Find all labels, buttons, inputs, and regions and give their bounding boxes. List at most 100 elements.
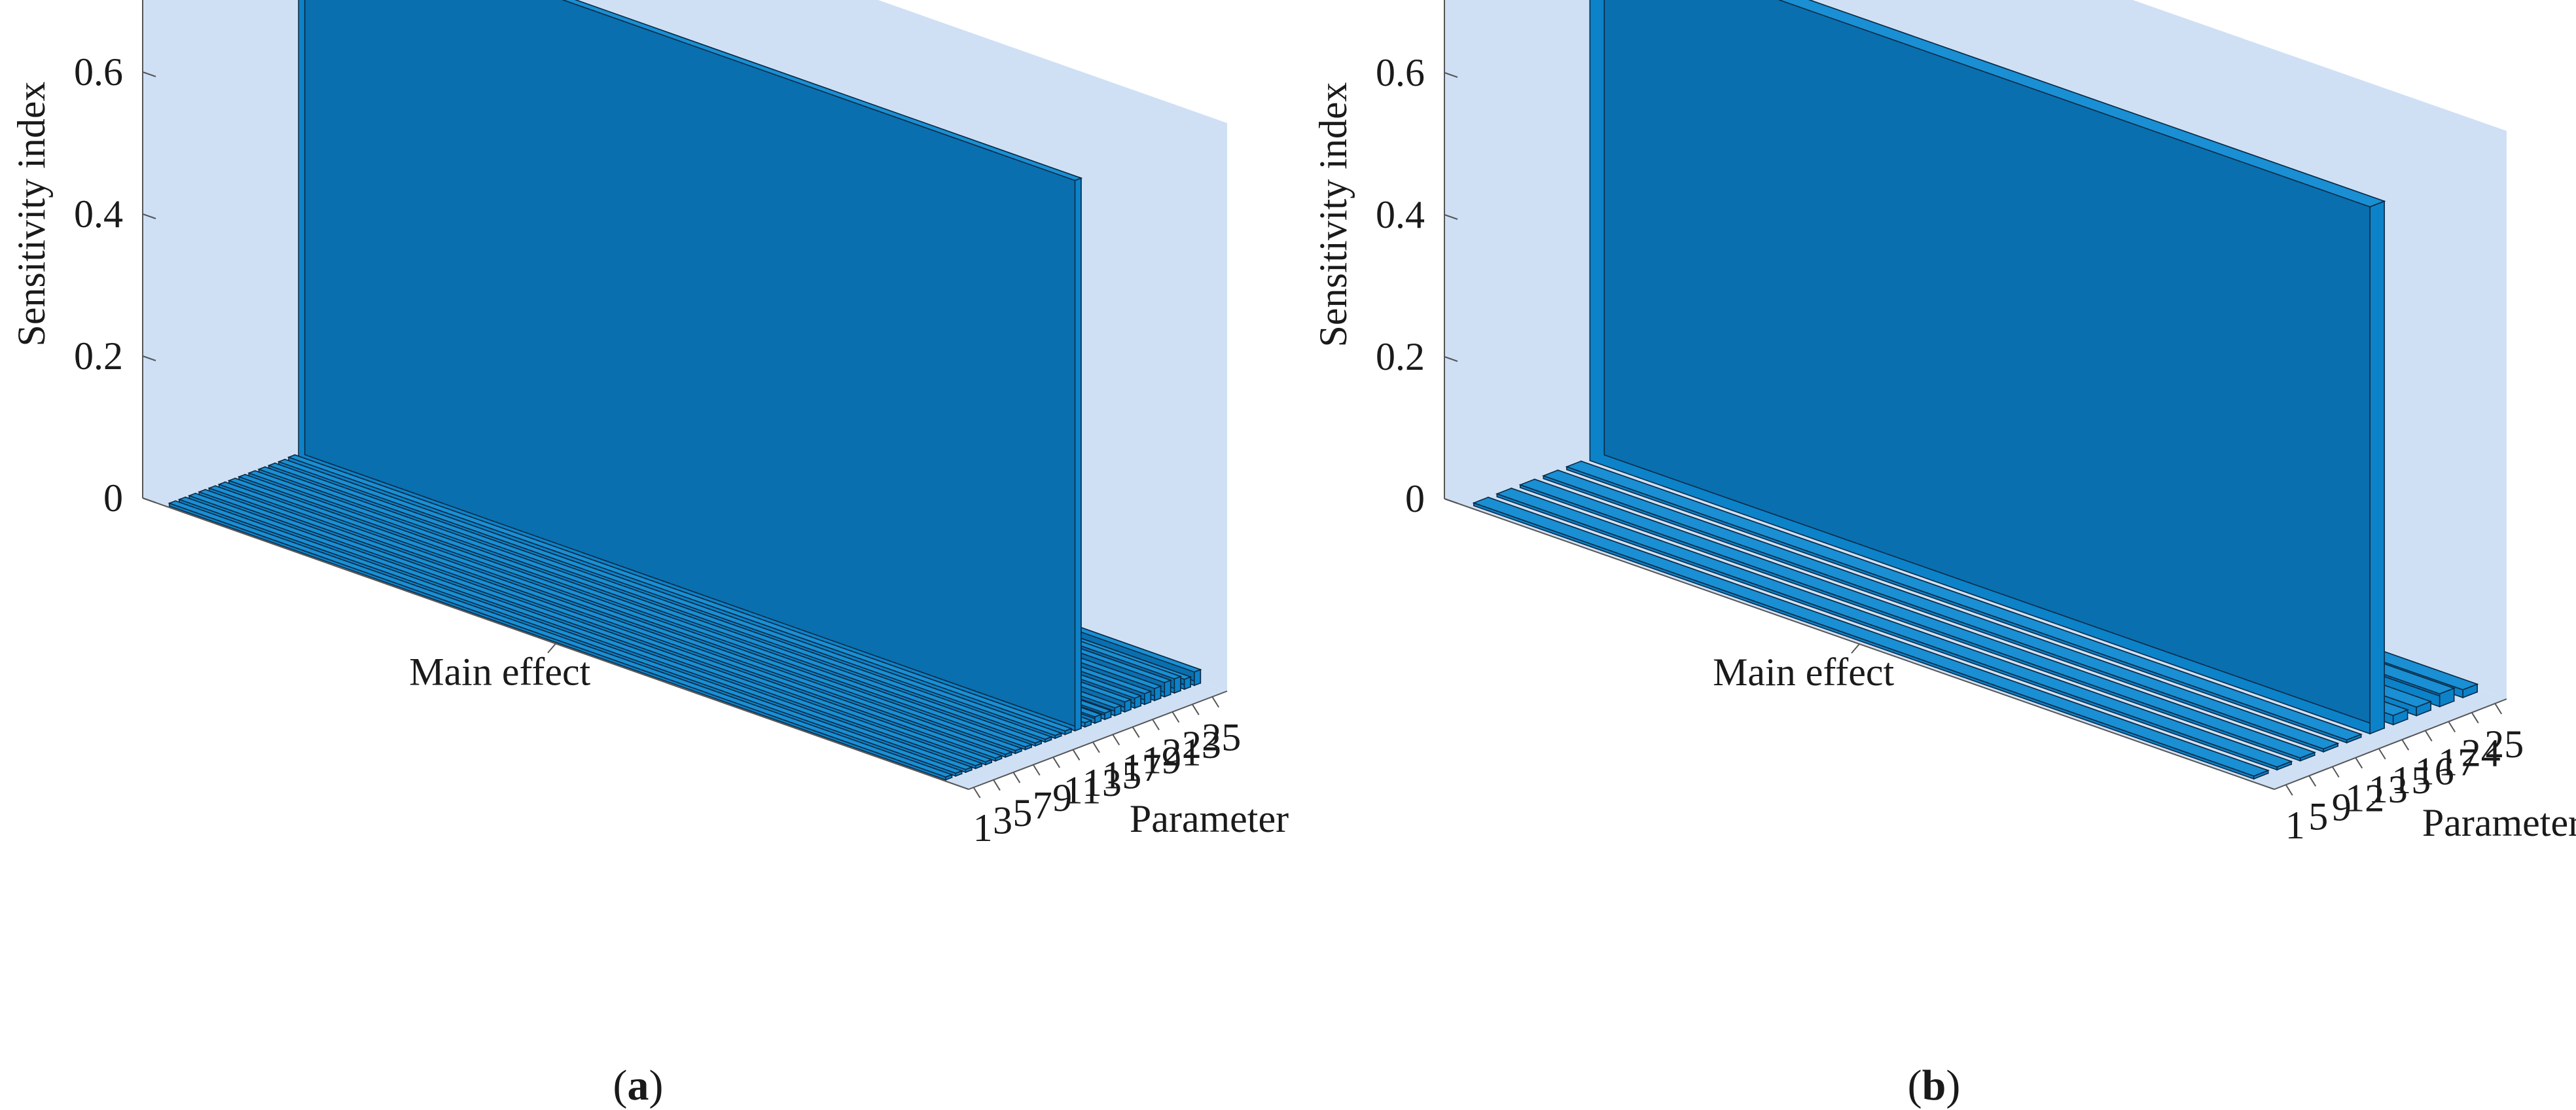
- parameter-tick-label: 25: [1202, 716, 1241, 759]
- parameter-tick-label: 17: [1122, 746, 1162, 789]
- z-tick: [142, 71, 156, 77]
- parameter-axis-label: Parameter: [1130, 797, 1289, 840]
- bar-param-1: [168, 500, 954, 781]
- parameter-tick-label: 3: [993, 799, 1012, 842]
- bar-param-3: [187, 492, 974, 774]
- bar-param-8: [237, 473, 1024, 755]
- z-tick: [142, 497, 156, 503]
- parameter-tick: [2355, 757, 2363, 769]
- z-tick: [142, 213, 156, 219]
- parameter-tick: [1132, 726, 1140, 738]
- parameter-tick-label: 11: [1064, 768, 1101, 812]
- chart-panel-a: 00.20.40.60.8135791113151719212325Sensit…: [10, 0, 1289, 1109]
- parameter-axis-line: [968, 690, 1228, 790]
- bar-face-top: [227, 477, 1013, 755]
- bar-param-13: [287, 454, 1073, 736]
- parameter-tick-label: 9: [2332, 786, 2352, 829]
- bar-param-9: [247, 470, 1033, 751]
- parameter-tick-label: 12: [2345, 777, 2384, 820]
- parameter-tick: [2285, 784, 2293, 796]
- parameter-tick: [1172, 711, 1180, 723]
- parameter-tick-label: 13: [2369, 768, 2408, 811]
- parameter-tick-label: 21: [1162, 731, 1201, 774]
- bar-face-top: [277, 459, 1063, 736]
- z-tick-label: 0.6: [74, 50, 123, 94]
- parameter-tick-label: 24: [2461, 732, 2501, 775]
- z-tick-label: 0.2: [74, 334, 123, 378]
- parameter-tick: [1191, 704, 1200, 715]
- z-tick: [142, 355, 156, 361]
- parameter-tick: [1072, 749, 1081, 761]
- bar-face-top: [247, 470, 1033, 747]
- parameter-tick-label: 13: [1082, 761, 1122, 804]
- parameter-tick: [1152, 719, 1160, 730]
- main-effect-tick: [547, 643, 556, 654]
- parameter-tick-label: 17: [2438, 741, 2477, 784]
- bar-param-6: [217, 481, 1003, 762]
- bar-param-2: [177, 496, 963, 777]
- parameter-tick-label: 15: [2391, 759, 2431, 802]
- parameter-tick: [1112, 734, 1120, 745]
- bar-face-top: [168, 500, 954, 778]
- bar-face-top: [562, 0, 1083, 181]
- z-axis-label: Sensitivity index: [1312, 82, 1355, 348]
- parameter-tick: [2448, 721, 2456, 733]
- parameter-tick-label: 9: [1052, 776, 1072, 819]
- parameter-tick: [1092, 742, 1100, 753]
- panel-label-letter: a: [628, 1062, 649, 1109]
- parameter-tick: [1012, 772, 1021, 783]
- parameter-tick: [1032, 764, 1041, 776]
- parameter-tick-label: 23: [1182, 723, 1221, 766]
- bar-param-9: [1518, 478, 2317, 762]
- bar-face-top: [1565, 460, 2363, 741]
- parameter-tick: [2471, 712, 2479, 724]
- parameter-tick: [2308, 775, 2317, 787]
- bar-face-top: [177, 496, 963, 774]
- bar-face-top: [1495, 488, 2293, 768]
- z-axis-label: Sensitivity index: [10, 82, 53, 347]
- panel-label: (a): [613, 1062, 664, 1109]
- bar-param-4: [197, 488, 984, 770]
- main-effect-tick: [1851, 643, 1860, 654]
- parameter-tick-label: 5: [2308, 795, 2328, 838]
- bar-face-top: [217, 481, 1003, 759]
- panel-label: (b): [1908, 1062, 1961, 1109]
- bar-face-top: [1541, 469, 2340, 750]
- parameter-tick-label: 16: [2415, 749, 2454, 793]
- z-tick-label: 0.2: [1376, 335, 1425, 378]
- bar-face-top: [267, 462, 1053, 740]
- bar-param-15: [1589, 0, 2386, 735]
- z-tick-label: 0.4: [74, 192, 123, 236]
- parameter-tick: [1052, 757, 1060, 768]
- bar-param-7: [227, 477, 1013, 759]
- parameter-tick: [1211, 696, 1220, 708]
- parameter-tick: [2494, 703, 2503, 715]
- bar-face-top: [257, 466, 1043, 744]
- parameter-tick-label: 7: [1033, 784, 1052, 827]
- parameter-tick: [973, 787, 981, 798]
- parameter-tick-label: 25: [2484, 723, 2524, 766]
- bar-face-top: [1778, 0, 2386, 207]
- bar-face-top: [197, 489, 984, 766]
- bar-param-5: [207, 485, 993, 766]
- parameter-axis-label: Parameter: [2422, 801, 2576, 844]
- parameter-tick: [2378, 748, 2386, 760]
- z-tick-label: 0: [1405, 477, 1425, 520]
- bar-param-5: [1495, 487, 2293, 771]
- bar-face-top: [207, 485, 993, 762]
- parameter-tick-label: 19: [1142, 738, 1181, 781]
- chart-panel-b: 00.20.40.60.815912131516172425Sensitivit…: [1312, 0, 2576, 1109]
- parameter-tick-label: 1: [2285, 804, 2305, 847]
- z-tick-label: 0: [103, 476, 123, 520]
- parameter-tick-label: 15: [1102, 753, 1141, 797]
- bar-param-14: [298, 0, 1083, 732]
- z-tick: [1444, 72, 1458, 78]
- bar-param-11: [267, 462, 1053, 743]
- bar-face-front: [2369, 200, 2385, 735]
- z-tick: [1444, 356, 1458, 362]
- bar-face-top: [1518, 478, 2317, 759]
- parameter-tick: [2424, 730, 2433, 742]
- z-tick-label: 0.4: [1376, 193, 1425, 236]
- z-tick: [1444, 214, 1458, 220]
